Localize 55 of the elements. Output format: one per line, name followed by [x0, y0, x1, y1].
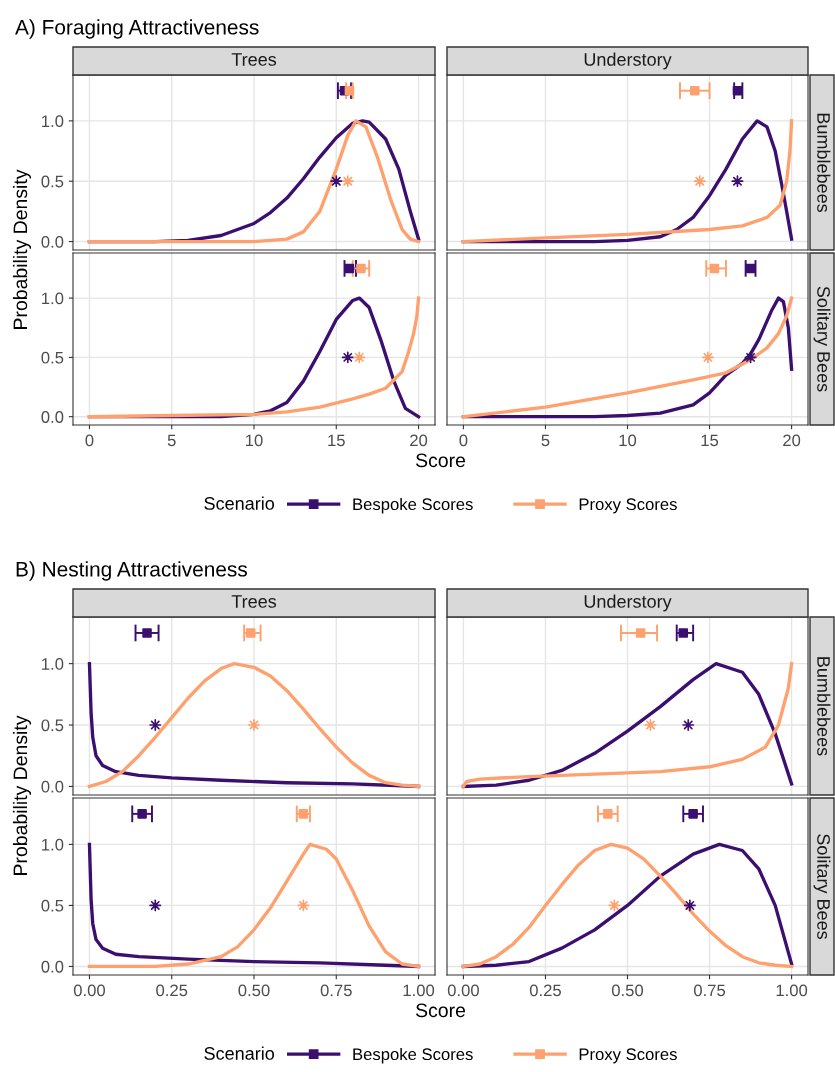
chart-title: B) Nesting Attractiveness	[16, 561, 247, 581]
x-tick-label: 10	[619, 434, 637, 447]
chart-subtitle: Trees	[231, 595, 277, 608]
chart-subtitle: Trees	[231, 53, 277, 66]
y-tick-label: 0.0	[41, 780, 64, 793]
x-tick-label: 0	[459, 434, 468, 447]
y-tick-label: 0.5	[41, 719, 64, 732]
line-series	[87, 661, 421, 789]
legend-label: Bespoke Scores	[353, 1047, 473, 1064]
x-tick-label: 0	[85, 434, 94, 447]
x-tick-label: 0.25	[529, 984, 561, 997]
x-tick-label: 0.75	[320, 984, 352, 997]
text: Solitary Bees	[813, 834, 831, 940]
y-tick-label: 1.0	[42, 115, 64, 128]
y-tick-label: 0.0	[41, 235, 64, 248]
x-tick-label: 0.50	[611, 984, 644, 997]
y-axis-title: Probability Density	[12, 715, 32, 875]
legend-title: Scenario	[204, 496, 275, 510]
x-axis-title: Score	[415, 1003, 466, 1018]
chart-title: A) Foraging Attractiveness	[15, 19, 259, 39]
x-tick-label: 0.25	[156, 984, 188, 997]
x-tick-label: 20	[783, 434, 801, 447]
x-tick-label: 0.00	[447, 984, 479, 997]
y-tick-label: 1.0	[42, 658, 64, 670]
x-tick-label: 15	[701, 434, 719, 447]
y-tick-label: 1.0	[42, 292, 64, 305]
y-tick-label: 0.5	[41, 899, 64, 912]
x-tick-label: 10	[246, 434, 263, 447]
y-tick-label: 0.5	[41, 175, 64, 188]
legend-label: Proxy Scores	[579, 1048, 677, 1064]
x-tick-label: 0.00	[73, 984, 106, 997]
legend-label: Bespoke Scores	[353, 497, 473, 514]
chart-subtitle: Understory	[584, 594, 672, 612]
x-tick-label: 5	[167, 434, 176, 447]
x-tick-label: 20	[410, 434, 428, 447]
line-series	[87, 119, 421, 244]
x-tick-label: 1.00	[776, 984, 808, 997]
y-tick-label: 0.0	[41, 411, 64, 423]
y-axis-title: Probability Density	[12, 169, 32, 329]
x-tick-label: 0.50	[238, 984, 270, 997]
text: Bumblebees	[817, 113, 831, 213]
x-tick-label: 1.00	[403, 984, 435, 997]
y-tick-label: 1.0	[42, 838, 64, 851]
x-tick-label: 0.75	[693, 984, 726, 997]
chart-subtitle: Understory	[584, 52, 672, 70]
x-tick-label: 15	[328, 434, 345, 447]
text: Bumblebees	[817, 657, 831, 756]
text: Solitary Bees	[813, 286, 831, 392]
y-tick-label: 0.0	[41, 960, 64, 973]
y-tick-label: 0.5	[41, 351, 64, 364]
x-tick-label: 5	[541, 434, 550, 447]
legend-label: Proxy Scores	[579, 498, 677, 514]
x-axis-title: Score	[415, 453, 466, 468]
line-series	[87, 842, 421, 969]
legend-title: Scenario	[204, 1046, 275, 1060]
